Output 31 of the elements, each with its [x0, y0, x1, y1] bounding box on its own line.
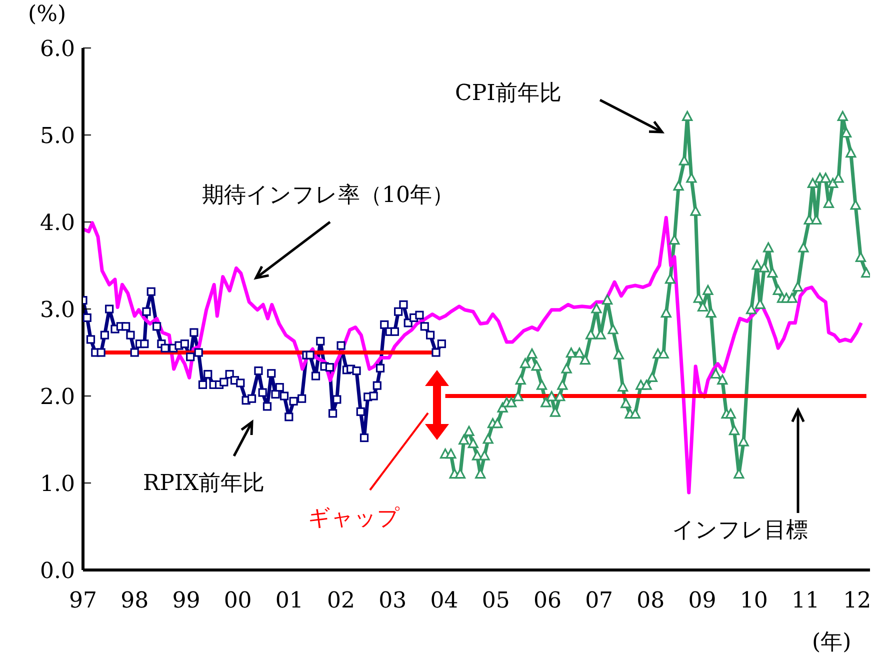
annotation: RPIX前年比 [143, 470, 265, 498]
x-tick-label: 07 [585, 588, 614, 614]
x-tick-label: 00 [224, 588, 252, 614]
x-tick-label: 11 [791, 588, 820, 614]
x-tick-label: 09 [688, 588, 716, 614]
x-tick-label: 97 [69, 588, 97, 614]
y-tick-label: 3.0 [40, 298, 75, 323]
y-tick-label: 2.0 [40, 384, 75, 410]
annotation: 期待インフレ率（10年） [202, 182, 454, 210]
y-tick-label: 5.0 [40, 124, 75, 149]
annotation: インフレ目標 [672, 517, 808, 545]
annotation: CPI前年比 [455, 80, 562, 108]
y-tick-label: 4.0 [40, 210, 75, 236]
x-tick-label: 03 [378, 588, 407, 614]
x-tick-label: 98 [120, 588, 149, 614]
y-tick-label: 1.0 [40, 472, 75, 497]
x-tick-label: 99 [172, 588, 200, 614]
x-tick-label: 05 [482, 588, 510, 614]
x-tick-label: 10 [740, 588, 768, 614]
y-tick-label: 0.0 [40, 558, 75, 584]
line-series [83, 216, 863, 494]
x-tick-label: 02 [327, 588, 356, 614]
x-tick-label: 06 [533, 588, 562, 614]
y-tick-label: 6.0 [40, 36, 75, 62]
x-tick-label: 08 [636, 588, 665, 614]
x-axis-title: (年) [812, 629, 852, 657]
y-axis-title: (%) [28, 2, 66, 27]
x-tick-label: 01 [275, 588, 304, 614]
annotation: ギャップ [308, 505, 400, 533]
x-tick-label: 04 [430, 588, 458, 614]
x-tick-label: 12 [843, 588, 872, 614]
